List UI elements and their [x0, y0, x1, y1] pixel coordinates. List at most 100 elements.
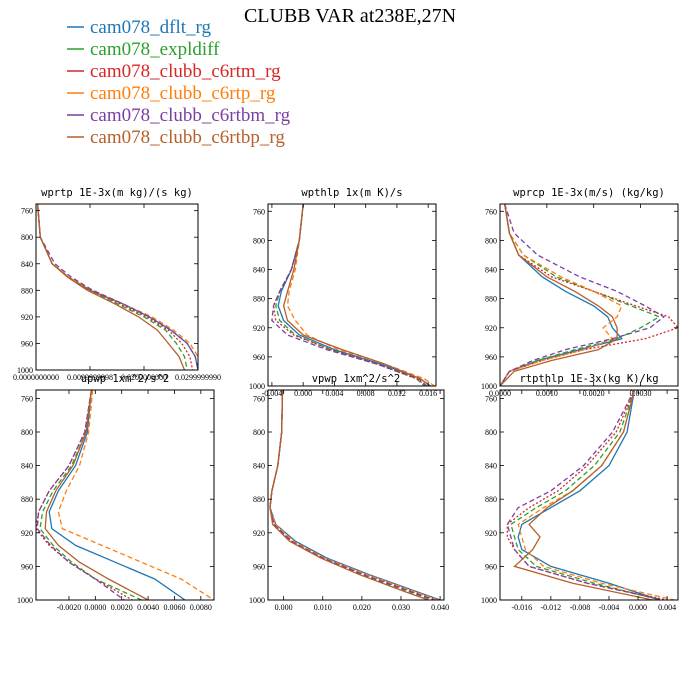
y-tick-label: 960	[253, 353, 265, 362]
y-tick-label: 960	[21, 339, 33, 348]
y-tick-label: 1000	[249, 382, 265, 391]
y-tick-label: 800	[253, 236, 265, 245]
x-tick-label: 0.0030	[630, 389, 652, 398]
series-line	[517, 390, 675, 600]
x-tick-label: 0.016	[419, 389, 437, 398]
series-line	[272, 204, 427, 386]
x-tick-label: 0.0200000000	[121, 373, 167, 382]
x-tick-label: 0.004	[325, 389, 343, 398]
y-tick-label: 800	[21, 428, 33, 437]
legend-entry: cam078_clubb_c6rtbm_rg	[90, 105, 291, 126]
series-line	[500, 204, 678, 386]
series-line	[275, 204, 425, 386]
plot-frame	[499, 203, 679, 387]
y-tick-label: 760	[253, 394, 265, 403]
series-line	[36, 204, 198, 370]
y-tick-label: 1000	[17, 366, 33, 375]
x-tick-label: -0.004	[262, 389, 283, 398]
y-tick-label: 1000	[481, 382, 497, 391]
y-tick-label: 920	[485, 529, 497, 538]
y-tick-label: 840	[21, 462, 33, 471]
x-tick-label: 0.020	[353, 603, 371, 612]
series-line	[506, 390, 668, 600]
panel-2: wpthlp 1x(m K)/s 760 800 840 880 920 960 1000-0…	[249, 187, 437, 398]
series-line	[36, 204, 188, 370]
panel-title: wprtp 1E-3x(m kg)/(s kg)	[41, 187, 193, 199]
y-tick-label: 880	[21, 495, 33, 504]
y-tick-label: 920	[485, 324, 497, 333]
y-tick-label: 920	[253, 529, 265, 538]
x-tick-label: 0.000	[294, 389, 312, 398]
legend-entry: cam078_clubb_c6rtbp_rg	[90, 127, 285, 148]
x-tick-label: 0.0299999990	[175, 373, 221, 382]
series-line	[510, 390, 660, 600]
series-line	[513, 390, 653, 600]
legend-entry: cam078_clubb_c6rtp_rg	[90, 83, 276, 104]
series-line	[269, 390, 441, 600]
series-line	[36, 204, 198, 360]
y-tick-label: 760	[253, 207, 265, 216]
y-tick-label: 880	[253, 495, 265, 504]
y-tick-label: 960	[485, 353, 497, 362]
panel-3: wprcp 1E-3x(m/s) (kg/kg) 760 800 840 880 920 9…	[481, 187, 679, 398]
y-tick-label: 880	[21, 286, 33, 295]
y-tick-label: 960	[485, 562, 497, 571]
series-line	[506, 390, 664, 600]
series-line	[36, 390, 133, 600]
y-tick-label: 840	[21, 260, 33, 269]
y-tick-label: 880	[485, 495, 497, 504]
series-line	[500, 204, 618, 386]
plot-frame	[267, 203, 437, 387]
x-tick-label: 0.0020	[583, 389, 605, 398]
panel-title: wpthlp 1x(m K)/s	[301, 187, 402, 199]
y-tick-label: 800	[253, 428, 265, 437]
x-tick-label: -0.008	[570, 603, 591, 612]
y-tick-label: 760	[485, 394, 497, 403]
panel-title: upwp 1xm^2/s^2	[81, 373, 170, 385]
series-line	[500, 204, 666, 386]
x-tick-label: 0.0060	[163, 603, 185, 612]
series-line	[271, 204, 428, 386]
plot-frame	[35, 203, 199, 371]
plot-frame	[35, 389, 215, 601]
x-tick-label: 0.0010	[536, 389, 558, 398]
y-tick-label: 1000	[481, 596, 497, 605]
plot-frame	[267, 389, 445, 601]
x-tick-label: 0.0099999998	[67, 373, 113, 382]
y-tick-label: 840	[253, 462, 265, 471]
series-line	[36, 204, 186, 370]
y-tick-label: 920	[253, 324, 265, 333]
panel-title: rtpthlp 1E-3x(kg K)/kg	[519, 373, 658, 385]
x-tick-label: 0.010	[314, 603, 332, 612]
y-tick-label: 840	[485, 266, 497, 275]
y-tick-label: 1000	[249, 596, 265, 605]
x-tick-label: 0.000	[275, 603, 293, 612]
x-tick-label: 0.0000	[84, 603, 106, 612]
series-line	[282, 204, 431, 386]
x-tick-label: 0.0080	[190, 603, 212, 612]
x-tick-label: 0.0020	[111, 603, 133, 612]
legend-entry: cam078_expldiff	[90, 39, 220, 60]
x-tick-label: 0.030	[392, 603, 410, 612]
y-tick-label: 960	[21, 562, 33, 571]
y-tick-label: 840	[485, 462, 497, 471]
series-line	[277, 204, 431, 386]
x-tick-label: 0.0040	[137, 603, 159, 612]
legend: cam078_dflt_rgcam078_expldiffcam078_club…	[67, 17, 291, 148]
x-tick-label: 0.012	[388, 389, 406, 398]
series-line	[500, 204, 623, 386]
y-tick-label: 760	[21, 207, 33, 216]
y-tick-label: 760	[485, 207, 497, 216]
x-tick-label: 0.000	[629, 603, 647, 612]
y-tick-label: 920	[21, 529, 33, 538]
y-tick-label: 840	[253, 266, 265, 275]
plot-frame	[499, 389, 679, 601]
legend-entry: cam078_clubb_c6rtm_rg	[90, 61, 281, 82]
panel-5: vpwp 1xm^2/s^2 760 800 840 880 920 960 1000 0.00…	[249, 373, 449, 612]
panel-1: wprtp 1E-3x(m kg)/(s kg) 760 800 840 880 920 9…	[13, 187, 221, 382]
x-tick-label: -0.016	[511, 603, 532, 612]
series-line	[36, 204, 198, 370]
y-tick-label: 760	[21, 394, 33, 403]
x-tick-label: 0.0000000000	[13, 373, 59, 382]
